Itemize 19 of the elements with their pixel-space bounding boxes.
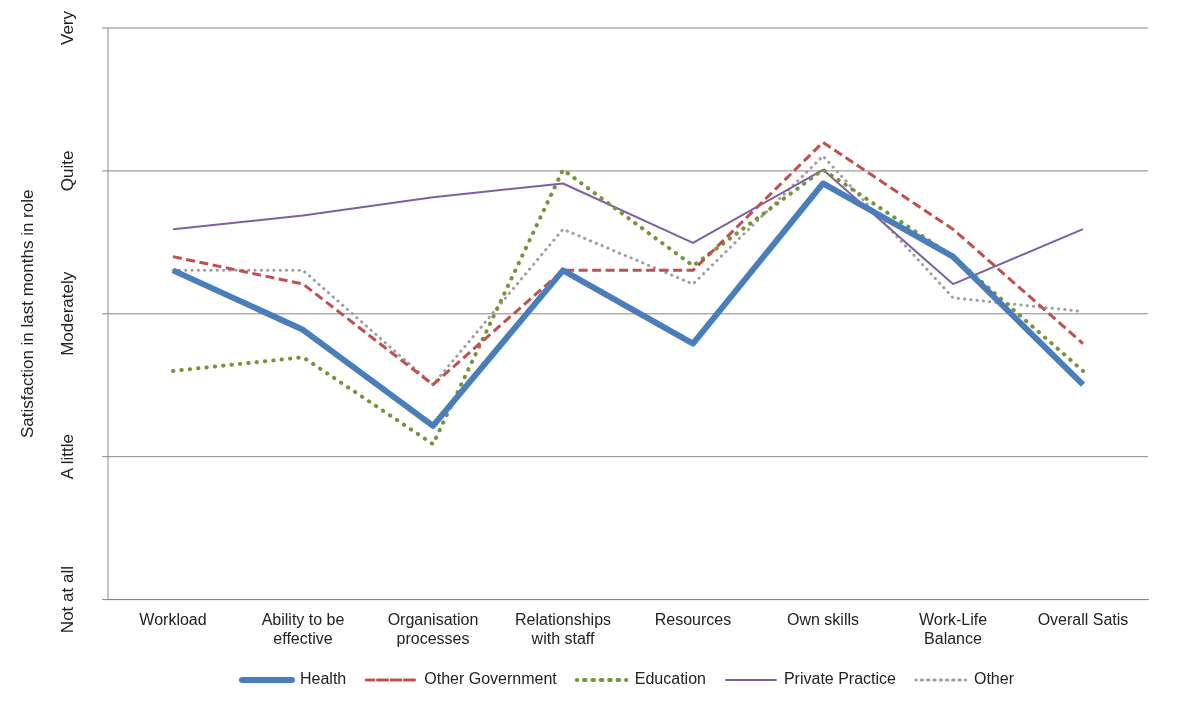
y-axis-title: Satisfaction in last months in role	[17, 189, 37, 439]
x-tick-label: Work-Life Balance	[918, 610, 988, 647]
text: Moderately	[57, 271, 77, 356]
text: Not at all	[57, 566, 77, 634]
legend-label: Other	[973, 670, 1015, 688]
x-tick-label: Workload	[139, 610, 207, 628]
legend-label: Health	[300, 670, 347, 688]
x-tick-label: Overall Satis	[1037, 610, 1129, 628]
x-tick-label: Organisation processes	[387, 610, 479, 647]
legend-label: Other Government	[424, 670, 558, 688]
x-tick-label: Relationships with staff	[514, 610, 612, 647]
text: A little	[57, 434, 77, 480]
x-tick-label: Own skills	[786, 610, 860, 628]
legend-label: Private Practice	[783, 670, 897, 688]
text: Quite	[57, 150, 77, 192]
legend-label: Education	[634, 670, 706, 688]
text: Very	[57, 10, 77, 46]
x-tick-label: Resources	[654, 610, 732, 628]
x-tick-label: Ability to be effective	[261, 610, 345, 647]
